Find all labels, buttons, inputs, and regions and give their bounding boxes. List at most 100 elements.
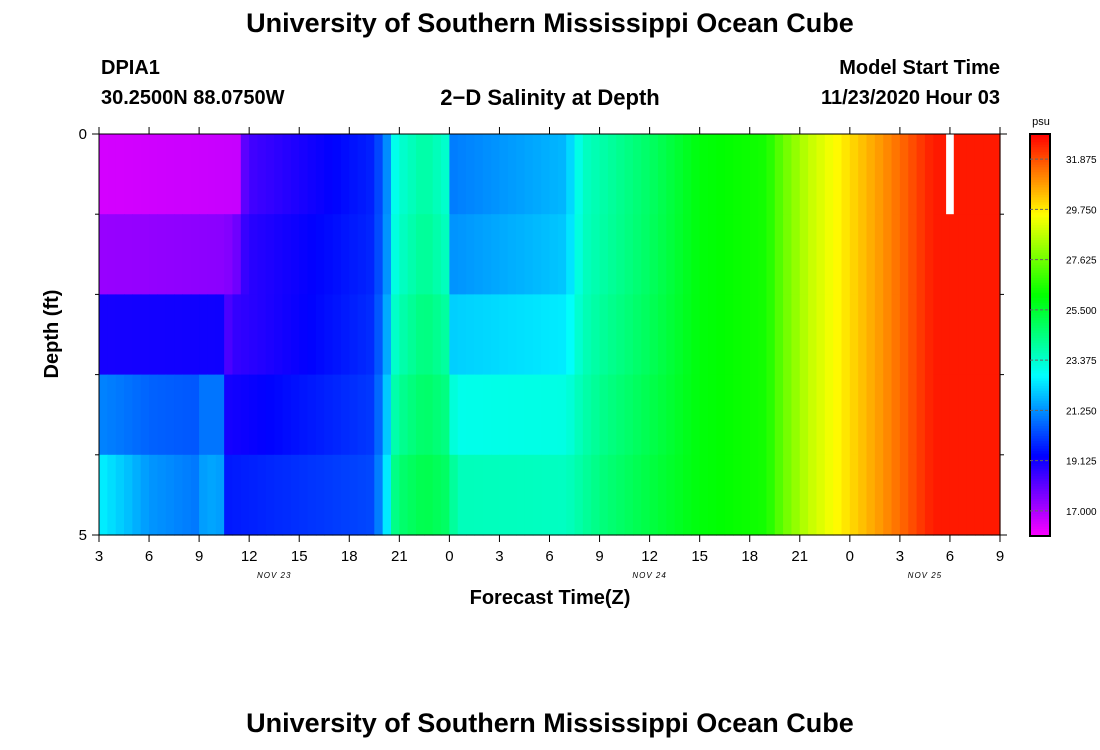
heatmap-cell	[641, 294, 651, 376]
heatmap-cell	[924, 214, 934, 295]
heatmap-cell	[524, 294, 534, 376]
heatmap-cell	[390, 214, 400, 295]
colorbar-segment	[1030, 144, 1050, 148]
heatmap-cell	[449, 374, 459, 456]
heatmap-cell	[365, 214, 375, 295]
colorbar-segment	[1030, 485, 1050, 489]
heatmap-cell	[165, 134, 175, 215]
heatmap-cell	[557, 454, 567, 536]
heatmap-cell	[841, 214, 851, 295]
heatmap-cell	[215, 374, 225, 456]
heatmap-cell	[340, 134, 350, 215]
heatmap-cell	[716, 214, 726, 295]
heatmap-cell	[883, 294, 893, 376]
heatmap-cell	[641, 454, 651, 536]
heatmap-cell	[491, 294, 501, 376]
heatmap-cell	[849, 134, 859, 215]
colorbar-segment	[1030, 430, 1050, 434]
heatmap-cell	[708, 134, 717, 215]
heatmap-cell	[891, 214, 901, 295]
heatmap-cell	[432, 214, 442, 295]
heatmap-cell	[290, 214, 300, 295]
heatmap-cell	[449, 134, 459, 215]
colorbar-segment	[1030, 254, 1050, 258]
heatmap-cell	[649, 294, 659, 376]
colorbar-segment	[1030, 221, 1050, 226]
colorbar-segment	[1030, 234, 1050, 238]
heatmap-cell	[766, 214, 776, 295]
heatmap-cell	[407, 134, 417, 215]
heatmap-cell	[332, 374, 342, 456]
colorbar-segment	[1030, 362, 1050, 366]
heatmap-cell	[299, 134, 309, 215]
heatmap-cell	[958, 374, 968, 456]
heatmap-cell	[991, 374, 1001, 456]
heatmap-cell	[716, 374, 726, 456]
heatmap-cell	[240, 374, 250, 456]
colorbar-segment	[1030, 149, 1050, 153]
colorbar-segment	[1030, 179, 1050, 183]
heatmap-cell	[207, 294, 217, 376]
heatmap-cell	[274, 214, 284, 295]
heatmap-cell	[808, 214, 818, 295]
heatmap-cell	[507, 214, 517, 295]
x-tick-label: 18	[741, 548, 758, 565]
heatmap-cell	[833, 294, 843, 376]
heatmap-cell	[199, 134, 209, 215]
heatmap-cell	[791, 214, 801, 295]
heatmap-cell	[449, 294, 459, 376]
heatmap-cell	[899, 214, 909, 295]
heatmap-cell	[607, 134, 617, 215]
heatmap-cell	[541, 214, 551, 295]
heatmap-cells	[99, 134, 1001, 536]
heatmap-cell	[332, 294, 342, 376]
heatmap-cell	[224, 214, 234, 295]
colorbar-segment	[1030, 209, 1050, 213]
heatmap-cell	[733, 454, 742, 536]
heatmap-cell	[933, 134, 943, 215]
heatmap-cell	[474, 214, 484, 295]
heatmap-cell	[599, 294, 609, 376]
colorbar-segment	[1030, 312, 1050, 316]
heatmap-cell	[541, 374, 551, 456]
heatmap-cell	[365, 294, 375, 376]
colorbar-segment	[1030, 176, 1050, 180]
heatmap-cell	[966, 134, 976, 215]
colorbar-segment	[1030, 365, 1050, 369]
heatmap-cell	[916, 214, 926, 295]
colorbar-segment	[1030, 211, 1050, 215]
heatmap-cell	[282, 134, 292, 215]
heatmap-cell	[641, 374, 651, 456]
page-title: University of Southern Mississippi Ocean…	[246, 8, 854, 38]
heatmap-cell	[132, 374, 142, 456]
heatmap-cell	[265, 454, 275, 536]
colorbar-segment	[1030, 244, 1050, 248]
heatmap-cell	[791, 454, 801, 536]
heatmap-cell	[132, 214, 142, 295]
colorbar-segment	[1030, 500, 1050, 504]
colorbar-segment	[1030, 201, 1050, 205]
heatmap-cell	[624, 454, 634, 536]
heatmap-cell	[290, 294, 300, 376]
heatmap-cell	[783, 374, 793, 456]
colorbar-segment	[1030, 488, 1050, 492]
heatmap-cell	[891, 374, 901, 456]
heatmap-cell	[132, 454, 142, 536]
colorbar-segment	[1030, 161, 1050, 165]
heatmap-cell	[124, 374, 133, 456]
colorbar-segment	[1030, 495, 1050, 499]
heatmap-cell	[983, 294, 993, 376]
heatmap-cell	[149, 134, 158, 215]
heatmap-cell	[307, 374, 317, 456]
colorbar-segment	[1030, 435, 1050, 439]
heatmap-cell	[224, 374, 234, 456]
colorbar-segment	[1030, 483, 1050, 487]
heatmap-cell	[666, 214, 676, 295]
heatmap-cell	[290, 374, 300, 456]
heatmap-cell	[390, 454, 400, 536]
heatmap-cell	[632, 214, 642, 295]
colorbar-segment	[1030, 242, 1050, 246]
heatmap-cell	[357, 134, 367, 215]
heatmap-cell	[307, 214, 317, 295]
colorbar-segment	[1030, 490, 1050, 494]
